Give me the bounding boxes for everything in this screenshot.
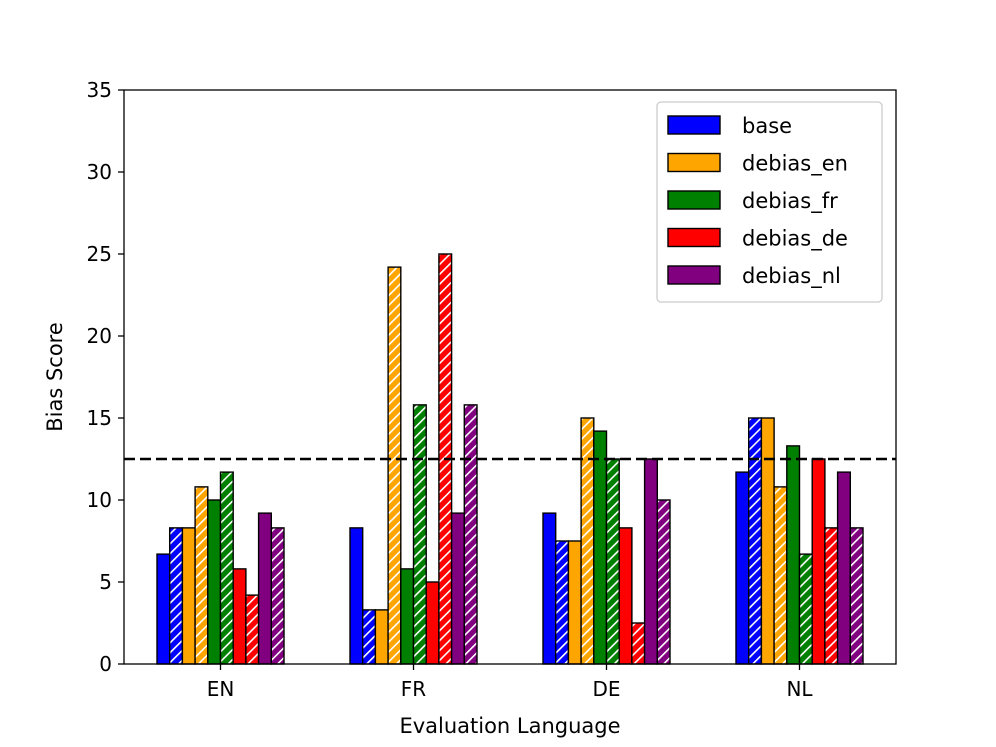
- bar-debias_en-solid-DE: [567, 540, 582, 665]
- legend-swatch-debias_de: [667, 227, 721, 248]
- bar-debias_de-hatched-DE: [631, 622, 646, 665]
- y-tick-label: 20: [87, 324, 112, 348]
- bar-debias_nl-solid-FR: [450, 512, 466, 665]
- y-tick-label: 10: [87, 488, 112, 512]
- bar-debias_fr-solid-EN: [207, 499, 222, 665]
- bar-debias_en-solid-FR: [374, 609, 389, 665]
- y-axis-ticks: 0 5 10 15 20 25 30 35: [87, 78, 124, 676]
- bar-debias_de-solid-FR: [425, 581, 440, 665]
- y-tick-label: 25: [87, 242, 112, 266]
- bar-debias_nl-hatched-NL: [849, 527, 864, 665]
- y-tick-label: 5: [99, 570, 112, 594]
- y-tick-label: 0: [99, 652, 112, 676]
- bar-debias_de-solid-DE: [618, 527, 633, 665]
- bar-base-solid-NL: [735, 471, 750, 665]
- bar-base-solid-EN: [156, 553, 171, 665]
- bar-debias_fr-hatched-FR: [412, 404, 427, 665]
- y-tick-label: 35: [87, 78, 112, 102]
- bar-debias_en-hatched-DE: [580, 417, 595, 665]
- bar-debias_fr-solid-FR: [400, 568, 415, 665]
- bar-debias_nl-solid-NL: [836, 471, 851, 665]
- y-axis-label: Bias Score: [43, 322, 67, 432]
- bar-base-solid-FR: [349, 527, 364, 665]
- bar-base-hatched-EN: [168, 527, 184, 665]
- bar-debias_fr-solid-NL: [786, 445, 801, 665]
- bar-debias_fr-solid-DE: [593, 430, 608, 665]
- bar-debias_en-solid-NL: [760, 417, 775, 665]
- legend-frame: [656, 101, 883, 303]
- bar-debias_en-hatched-EN: [194, 486, 209, 665]
- bar-debias_fr-hatched-EN: [219, 471, 234, 665]
- bar-debias_nl-solid-EN: [257, 512, 273, 665]
- x-tick-label: NL: [786, 677, 813, 701]
- bar-debias_nl-solid-DE: [643, 458, 658, 665]
- x-tick-label: FR: [401, 677, 427, 701]
- bar-base-hatched-DE: [555, 540, 570, 665]
- x-tick-label: EN: [207, 677, 235, 701]
- y-tick-label: 30: [87, 160, 112, 184]
- bars-group: [156, 253, 864, 665]
- legend-label-debias_en: debias_en: [742, 152, 848, 177]
- x-axis-label: Evaluation Language: [399, 714, 620, 738]
- bar-debias_fr-hatched-NL: [798, 553, 813, 665]
- legend-label-debias_nl: debias_nl: [742, 264, 841, 289]
- legend-swatch-debias_nl: [667, 265, 721, 285]
- bar-debias_en-hatched-NL: [773, 486, 788, 665]
- bar-debias_nl-hatched-DE: [656, 499, 671, 665]
- bar-debias_en-solid-EN: [181, 527, 196, 665]
- legend-swatch-debias_fr: [667, 190, 721, 210]
- bar-debias_de-solid-NL: [811, 458, 826, 665]
- bar-base-hatched-FR: [362, 609, 377, 665]
- bar-debias_en-hatched-FR: [387, 266, 402, 665]
- x-axis-ticks: EN FR DE NL: [207, 664, 813, 701]
- bar-debias_de-hatched-EN: [245, 594, 260, 665]
- bar-debias_fr-hatched-DE: [605, 458, 620, 665]
- legend-swatch-base: [667, 115, 721, 135]
- plot-frame: [123, 89, 897, 665]
- x-tick-label: DE: [592, 677, 620, 701]
- bar-base-hatched-NL: [748, 417, 763, 665]
- bar-base-solid-DE: [542, 512, 557, 665]
- legend-swatch-debias_en: [667, 152, 721, 173]
- y-tick-label: 15: [87, 406, 112, 430]
- legend-label-debias_de: debias_de: [742, 227, 848, 252]
- bar-debias_nl-hatched-FR: [463, 404, 478, 665]
- legend-label-debias_fr: debias_fr: [742, 189, 838, 214]
- bar-debias_nl-hatched-EN: [270, 527, 285, 665]
- legend: base debias_en debias_fr debias_de debias_nl: [656, 101, 883, 303]
- legend-label-base: base: [742, 114, 792, 138]
- bar-debias_de-solid-EN: [232, 568, 247, 665]
- bar-debias_de-hatched-NL: [824, 527, 839, 665]
